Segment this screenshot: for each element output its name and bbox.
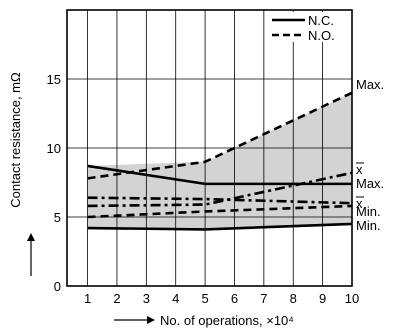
x-tick-label: 1 — [84, 291, 91, 306]
mean-symbol-label: x — [356, 162, 363, 177]
x-tick-label: 5 — [201, 291, 208, 306]
x-tick-label: 4 — [172, 291, 179, 306]
y-axis-arrow — [27, 233, 35, 276]
x-tick-label: 9 — [319, 291, 326, 306]
x-axis-label: No. of operations, ×10⁴ — [160, 313, 294, 328]
series-line-nc-min — [87, 222, 353, 231]
x-tick-label: 10 — [345, 291, 359, 306]
range-band — [87, 92, 352, 230]
series-line-no-mean — [87, 171, 353, 208]
annotation-label: Min. — [356, 204, 381, 219]
y-tick-label: 0 — [54, 279, 61, 294]
y-tick-label: 5 — [54, 210, 61, 225]
mean-symbol-label: x — [356, 196, 363, 211]
x-tick-label: 7 — [260, 291, 267, 306]
legend-background — [269, 12, 350, 42]
annotation-label: Max. — [356, 77, 384, 92]
series-line-no-max — [87, 91, 353, 180]
y-axis-label: Contact resistance, mΩ — [8, 72, 23, 208]
series-line-no-min — [87, 204, 353, 219]
y-tick-label: 15 — [47, 72, 61, 87]
y-tick-label: 10 — [47, 141, 61, 156]
annotation-label: Min. — [356, 218, 381, 233]
x-tick-label: 3 — [143, 291, 150, 306]
annotation-label: Max. — [356, 176, 384, 191]
series-line-nc-mean — [87, 196, 353, 205]
x-tick-label: 8 — [290, 291, 297, 306]
plot-frame — [66, 9, 353, 287]
x-tick-label: 6 — [231, 291, 238, 306]
x-axis-arrow — [114, 316, 155, 324]
legend-label: N.C. — [308, 13, 334, 28]
legend-label: N.O. — [308, 28, 335, 43]
x-tick-label: 2 — [113, 291, 120, 306]
